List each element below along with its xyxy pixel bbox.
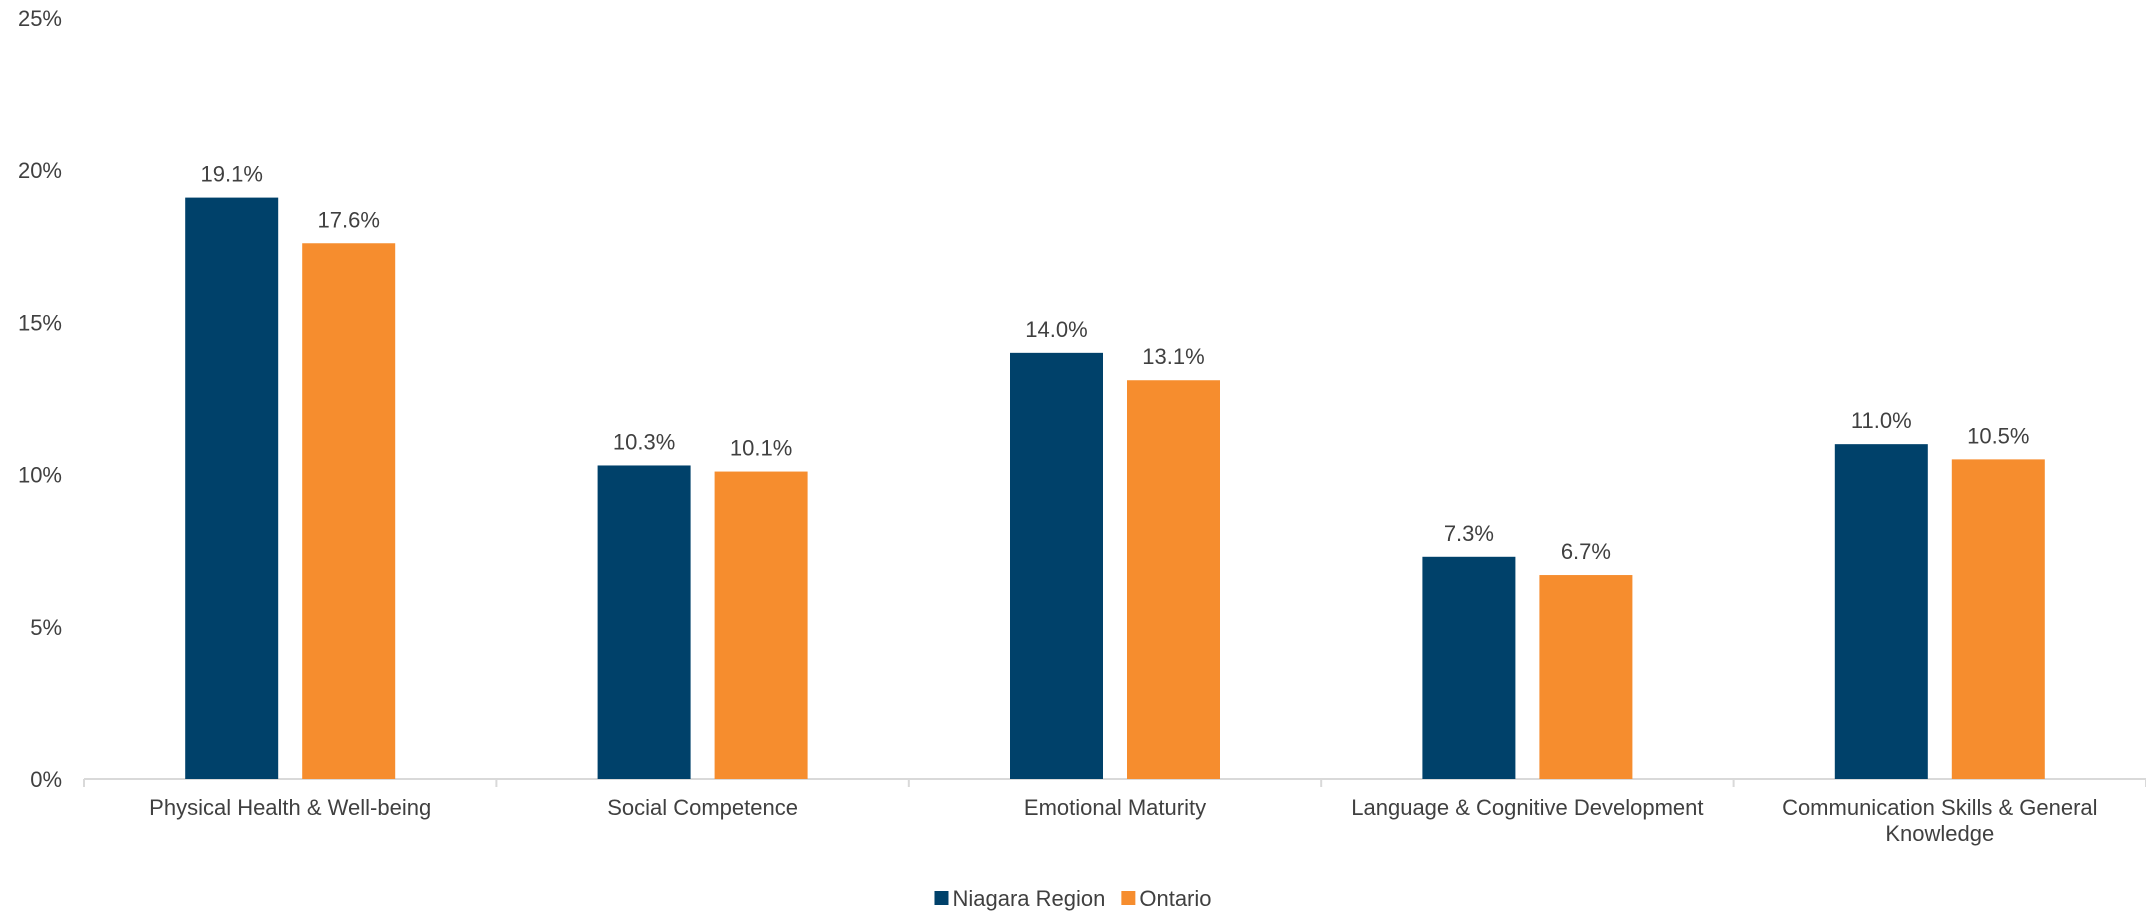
legend-label: Niagara Region	[952, 886, 1105, 911]
bar[interactable]	[185, 197, 279, 779]
legend-item[interactable]: Niagara Region	[934, 886, 1105, 911]
category-label: Language & Cognitive Development	[1351, 795, 1703, 820]
data-label: 7.3%	[1444, 521, 1494, 546]
y-tick-label: 0%	[30, 767, 62, 792]
bars	[185, 197, 2045, 780]
legend-item[interactable]: Ontario	[1121, 886, 1212, 911]
y-tick-label: 15%	[18, 310, 62, 335]
bar[interactable]	[302, 243, 396, 780]
y-axis: 0% 5% 10% 15% 20% 25%	[18, 6, 62, 792]
legend-swatch	[1121, 891, 1136, 905]
legend-swatch	[934, 891, 949, 905]
bar[interactable]	[1010, 352, 1103, 779]
y-tick-label: 25%	[18, 6, 62, 31]
bar[interactable]	[597, 465, 691, 779]
y-tick-label: 5%	[30, 615, 62, 640]
y-tick-label: 10%	[18, 463, 62, 488]
y-tick-label: 20%	[18, 158, 62, 183]
data-labels: 19.1% 10.3% 14.0% 7.3% 11.0% 17.6% 10.1% 13.1% 6…	[201, 162, 2030, 564]
data-label: 17.6%	[318, 207, 380, 232]
category-label: Emotional Maturity	[1024, 795, 1206, 820]
category-label: Communication Skills & General Knowledge	[1782, 795, 2097, 846]
bar[interactable]	[714, 471, 808, 779]
x-axis: Physical Health & Well-being Social Compe…	[83, 778, 2146, 846]
data-label: 10.3%	[613, 429, 675, 454]
data-label: 13.1%	[1142, 344, 1204, 369]
category-label: Social Competence	[607, 795, 798, 820]
data-label: 19.1%	[201, 162, 263, 187]
legend-label: Ontario	[1139, 886, 1211, 911]
category-label: Physical Health & Well-being	[149, 795, 431, 820]
bar[interactable]	[1127, 380, 1220, 779]
data-label: 11.0%	[1851, 408, 1912, 433]
data-label: 14.0%	[1025, 317, 1087, 342]
bar[interactable]	[1422, 556, 1516, 779]
bar[interactable]	[1539, 575, 1633, 779]
bar[interactable]	[1834, 444, 1928, 779]
data-label: 10.1%	[730, 436, 792, 461]
bar[interactable]	[1951, 459, 2045, 779]
data-label: 6.7%	[1561, 539, 1611, 564]
data-label: 10.5%	[1967, 423, 2029, 448]
legend[interactable]: Niagara Region Ontario	[934, 886, 1212, 911]
